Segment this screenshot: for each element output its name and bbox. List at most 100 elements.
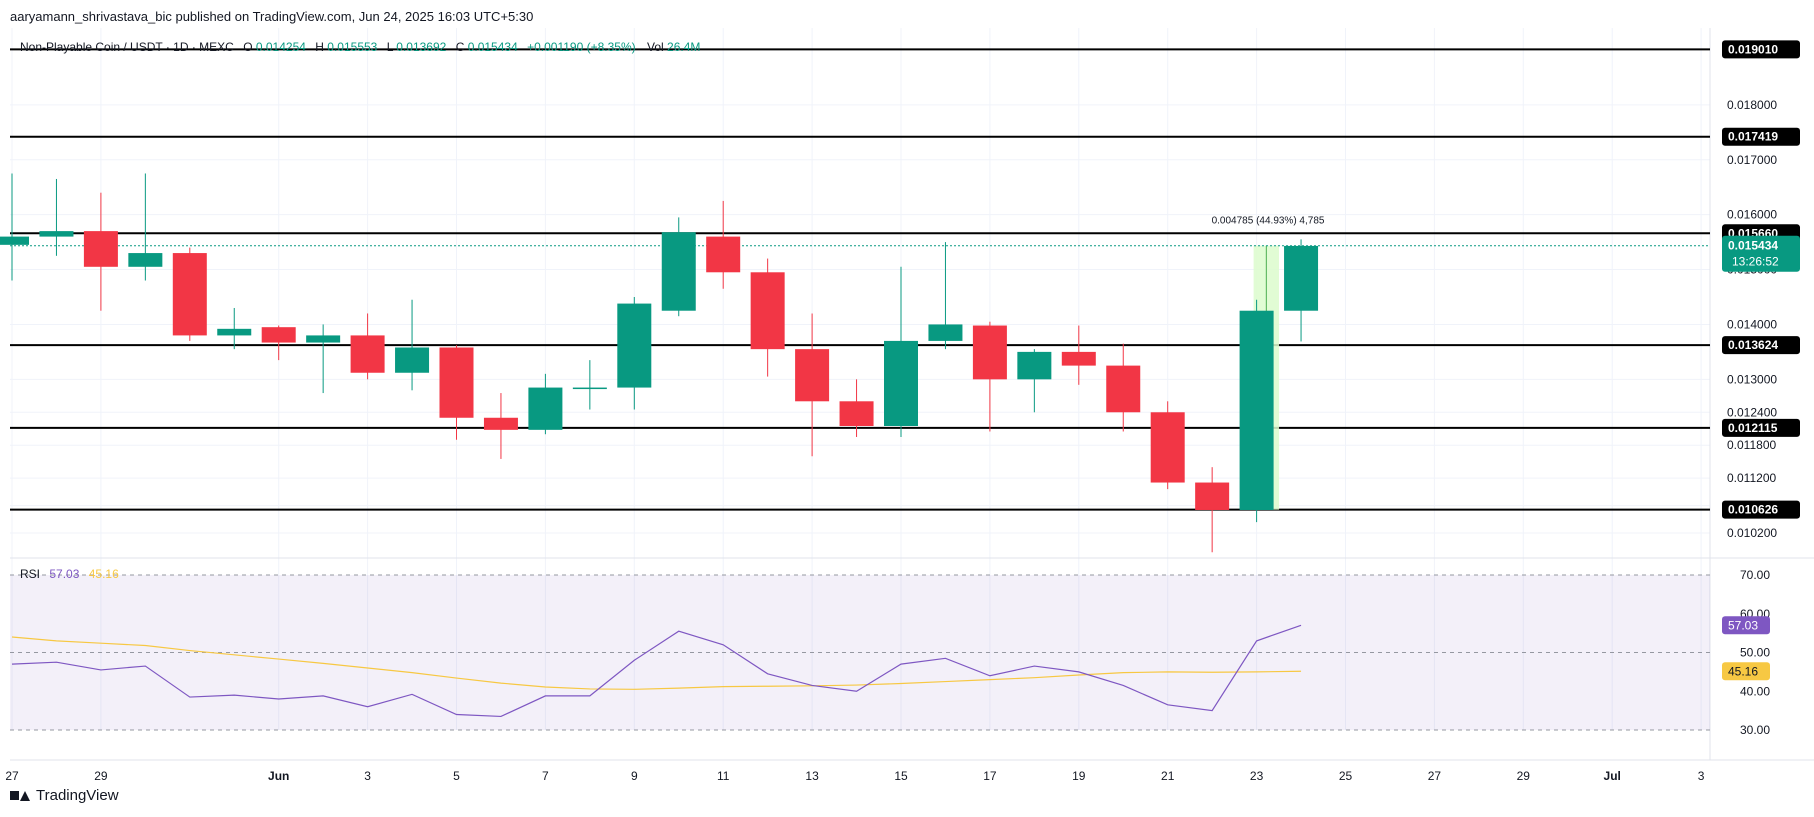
time-tick: Jul (1604, 769, 1621, 783)
candle-body (884, 340, 918, 426)
candle-body (839, 401, 874, 426)
price-tick: 0.011200 (1727, 471, 1776, 485)
time-axis[interactable]: 27 29 Jun 3 5 7 9 11 13 15 17 19 21 23 25 27 29 Jul 3 (5, 769, 1704, 783)
close-label: C (456, 40, 465, 54)
candle-body (1150, 412, 1185, 483)
candle-body (706, 236, 741, 273)
price-tick: 0.013000 (1727, 372, 1777, 386)
candles-group (0, 173, 1319, 553)
last-price-box (1722, 235, 1800, 272)
level-label: 0.013624 (1728, 338, 1778, 352)
candle-body (1284, 245, 1319, 311)
level-label-box (1722, 127, 1800, 146)
rsi-tick: 50.00 (1740, 646, 1770, 660)
price-tick: 0.011800 (1727, 438, 1776, 452)
high-value: 0.015553 (327, 40, 377, 54)
rsi-tick: 70.00 (1740, 568, 1770, 582)
candle-body (306, 335, 341, 343)
candle-body (750, 272, 785, 350)
price-tick: 0.018000 (1727, 98, 1777, 112)
time-tick: 27 (5, 769, 19, 783)
level-label-box (1722, 500, 1800, 519)
candle-body (1106, 365, 1141, 413)
time-tick: 29 (1517, 769, 1531, 783)
rsi-value-box (1722, 616, 1770, 635)
candle-body (795, 349, 830, 402)
time-tick: 27 (1428, 769, 1442, 783)
candle-body (1017, 351, 1052, 380)
candle-body (483, 417, 518, 430)
price-tick: 0.016000 (1727, 208, 1777, 222)
symbol-name: Non-Playable Coin / USDT · 1D · MEXC (20, 40, 234, 54)
candle-body (439, 347, 474, 418)
rsi-tick: 40.00 (1740, 684, 1770, 698)
open-value: 0.014254 (256, 40, 306, 54)
close-value: 0.015434 (468, 40, 518, 54)
rsi-label: RSI (20, 567, 40, 581)
candle-body (928, 324, 963, 341)
candle-body (972, 325, 1007, 380)
candle-body (39, 231, 74, 237)
time-tick: 17 (983, 769, 997, 783)
publish-line: aaryamann_shrivastava_bic published on T… (10, 9, 534, 24)
countdown: 13:26:52 (1732, 255, 1779, 269)
time-tick: Jun (268, 769, 289, 783)
time-tick: 3 (1698, 769, 1705, 783)
volume-label: Vol (647, 40, 664, 54)
rsi-legend-value: 57.03 (49, 567, 79, 581)
time-tick: 7 (542, 769, 549, 783)
time-tick: 15 (894, 769, 908, 783)
level-labels: 0.0190100.0174190.0156600.0136240.012115… (1722, 40, 1800, 519)
rsi-ma-legend-value: 45.16 (89, 567, 119, 581)
low-label: L (387, 40, 394, 54)
horizontal-levels[interactable] (10, 48, 1710, 511)
price-axis[interactable]: 0.0180000.0170000.0160000.0150000.014000… (1727, 98, 1777, 540)
candle-body (83, 231, 118, 267)
candle-body (395, 347, 430, 373)
time-tick: 19 (1072, 769, 1086, 783)
time-tick: 5 (453, 769, 460, 783)
time-tick: 13 (805, 769, 819, 783)
candle-body (0, 236, 29, 245)
level-label: 0.017419 (1728, 130, 1778, 144)
rsi-legend: RSI 57.03 45.16 (20, 567, 119, 581)
candle-body (261, 327, 296, 343)
candle-body (1239, 310, 1274, 510)
price-tick: 0.012400 (1727, 405, 1777, 419)
candle-body (617, 303, 652, 388)
candle-body (572, 387, 607, 390)
level-label-box (1722, 336, 1800, 355)
tradingview-logo-icon (10, 789, 32, 803)
time-tick: 9 (631, 769, 638, 783)
candle-body (528, 387, 563, 430)
tradingview-logo[interactable]: TradingView (10, 787, 119, 804)
brand-name: TradingView (36, 787, 119, 804)
change-value: +0.001190 (+8.35%) (527, 40, 636, 54)
level-label: 0.010626 (1728, 503, 1778, 517)
candle-body (661, 232, 696, 311)
level-label: 0.012115 (1728, 421, 1778, 435)
rsi-line (11, 624, 1302, 718)
price-tick: 0.010200 (1727, 526, 1777, 540)
candle-body (1061, 351, 1096, 366)
time-tick: 29 (94, 769, 108, 783)
level-label: 0.019010 (1728, 42, 1778, 56)
measure-label: 0.004785 (44.93%) 4,785 (1212, 216, 1325, 227)
level-label-box (1722, 418, 1800, 437)
price-tick: 0.014000 (1727, 317, 1777, 331)
time-tick: 25 (1339, 769, 1353, 783)
candle-body (1195, 482, 1230, 510)
symbol-legend: Non-Playable Coin / USDT · 1D · MEXC O 0… (20, 40, 700, 54)
rsi-value-label: 57.03 (1728, 618, 1758, 632)
candle-body (217, 328, 252, 336)
main-pane[interactable] (10, 28, 1710, 558)
level-label-box (1722, 40, 1800, 59)
rsi-ma-value-label: 45.16 (1728, 664, 1758, 678)
time-tick: 23 (1250, 769, 1264, 783)
rsi-ma-value-box (1722, 662, 1770, 681)
time-tick: 3 (364, 769, 371, 783)
low-value: 0.013692 (396, 40, 446, 54)
candle-body (172, 253, 207, 336)
